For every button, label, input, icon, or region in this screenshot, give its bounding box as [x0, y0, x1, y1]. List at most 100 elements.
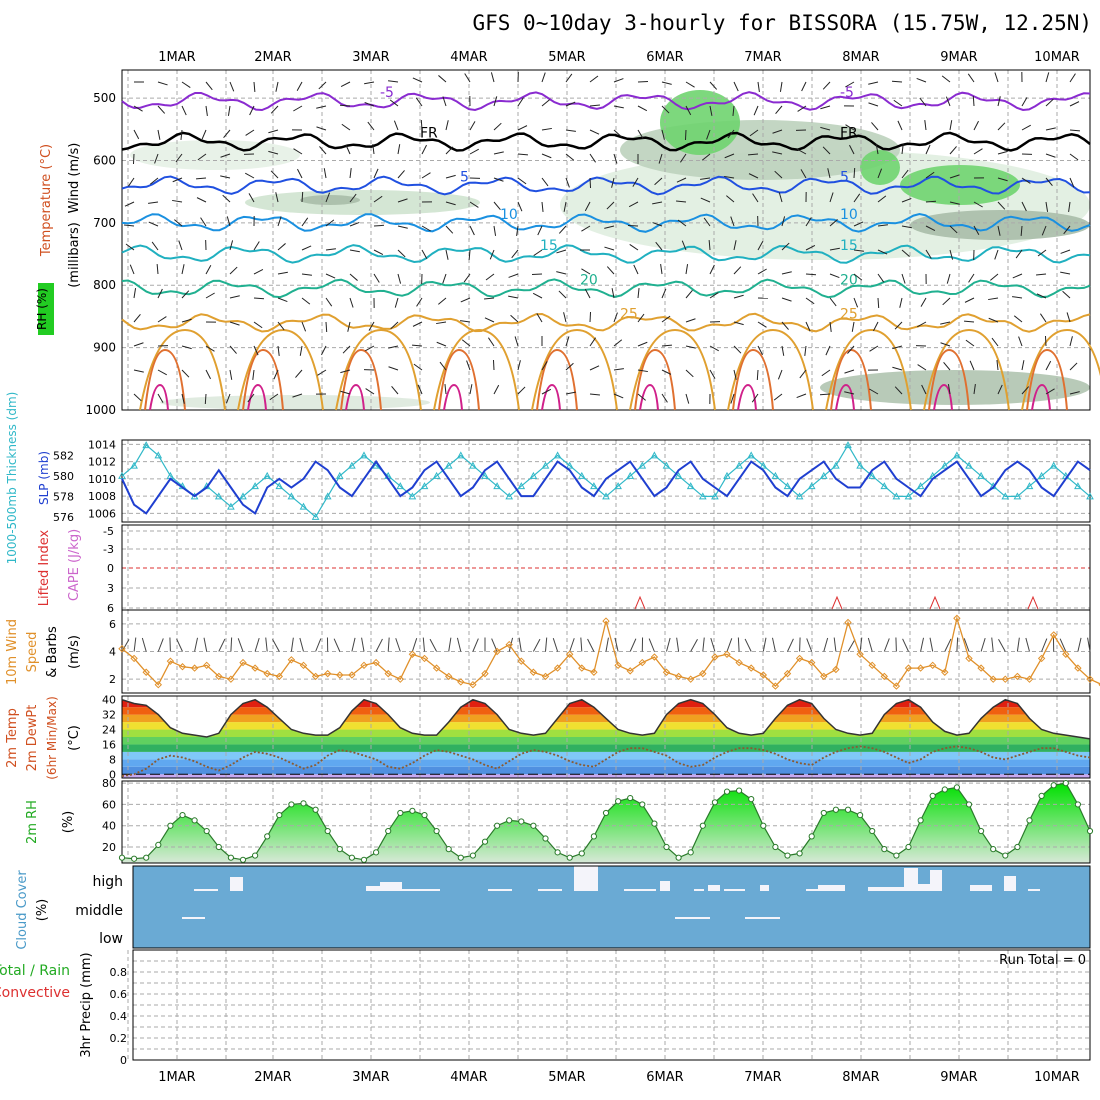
wind-barb [197, 153, 207, 161]
temp-tick-label: 24 [102, 724, 116, 737]
wind-barb [589, 153, 597, 163]
wind-barb [654, 177, 663, 186]
thickness-point [904, 492, 913, 500]
wind-barb [391, 386, 399, 395]
wind-barb [627, 224, 639, 227]
rh-point [1074, 801, 1082, 808]
wind-barb [589, 177, 592, 189]
wind-barb [293, 105, 303, 112]
wind-barb [757, 81, 760, 92]
wind-barb-10m [648, 638, 655, 652]
wind-barb [297, 168, 303, 179]
rh-point [179, 811, 186, 819]
rh-point [1002, 852, 1009, 859]
isotherm-hottest-loop [247, 383, 267, 411]
wind-barb [589, 75, 599, 83]
wind-barb [373, 168, 379, 179]
isotherm-label: 20 [840, 272, 858, 288]
rh-point [360, 856, 368, 863]
wind-barb [629, 243, 639, 251]
wind-barb [661, 393, 668, 403]
wind-barb [589, 104, 600, 107]
run-total-label: Run Total = 0 [999, 953, 1086, 968]
wind-barb [556, 271, 567, 275]
wind-speed-point [202, 661, 211, 670]
wind-barb [724, 153, 735, 159]
wind-speed-point [1013, 672, 1022, 681]
wind-speed-point [844, 618, 852, 627]
wind-barb [637, 105, 648, 112]
wind-barb [222, 194, 231, 203]
panel-10m-wind: 2 4 6 10m Wind Speed & Barbs (m/s) [5, 609, 1100, 694]
wind-barb [611, 177, 615, 188]
isotherm-line [121, 244, 1091, 264]
wind-barb [340, 369, 351, 374]
wind-barb [364, 81, 375, 85]
rh-point [433, 827, 440, 835]
wind-barb [925, 171, 935, 179]
wind-barb [877, 168, 883, 179]
wind-barb [724, 175, 735, 179]
wind-barb [901, 225, 912, 229]
wind-barb [963, 320, 975, 323]
isotherm-line [121, 212, 1091, 233]
precip-tick-label: 0 [120, 1054, 127, 1067]
li-tick-label: -3 [103, 543, 114, 556]
wind-barb [661, 315, 671, 323]
isotherm-hot-loop [242, 348, 284, 411]
temperature-axis-label: Temperature (°C) [39, 144, 54, 257]
rh-point [929, 792, 936, 800]
wind-barb [677, 219, 687, 227]
temp-tick-label: 16 [102, 738, 116, 751]
rh-point [1014, 843, 1021, 851]
wind-barb [733, 294, 744, 299]
wind-speed-point [953, 614, 961, 623]
wind-speed-point [674, 672, 683, 681]
wind-speed-point [1025, 675, 1034, 683]
wind-barb [637, 369, 648, 373]
wind-speed-point [807, 658, 816, 667]
wind-barb [420, 119, 423, 131]
cloud-high-bar [970, 885, 992, 891]
wind-barb [253, 81, 256, 93]
wind-barb-10m [920, 637, 924, 652]
wind-barb [949, 146, 957, 155]
wind-barb [181, 369, 190, 378]
thickness-point [118, 471, 126, 479]
wind-barb [1021, 177, 1031, 184]
wind-barb [990, 273, 999, 281]
wind-barb-10m [744, 638, 752, 652]
wind-barb [661, 344, 673, 347]
thickness-point [965, 461, 973, 469]
wind-barb [301, 191, 304, 203]
wind-barb [779, 81, 783, 92]
wind-barb [894, 386, 903, 395]
li-tick-label: -5 [103, 525, 114, 538]
wind-barb [628, 201, 639, 208]
isotherm-warm-loop [923, 328, 1010, 411]
temp-line [121, 698, 1091, 740]
rh-point [857, 811, 864, 819]
wind-barb [825, 345, 831, 356]
wind-barb [994, 72, 999, 83]
wind-barb [227, 105, 231, 116]
wind-speed-point [263, 669, 271, 678]
wind-barb [412, 321, 423, 327]
precip-convective-label: Convective [0, 985, 70, 1001]
wind-barb-10m [883, 638, 890, 652]
wind-barb [277, 243, 286, 251]
wind-barb [489, 249, 495, 260]
wind-barb [484, 297, 495, 300]
wind-barb-10m [726, 638, 733, 652]
thickness-point [759, 461, 768, 469]
isotherm-line [121, 91, 1091, 112]
isotherm-warm-loop [825, 328, 912, 411]
thickness-point [614, 482, 622, 490]
wind-barb [421, 225, 431, 232]
wind-barb [299, 345, 303, 356]
wind-barb [180, 129, 183, 140]
rh-point [385, 827, 392, 835]
wind-barb [853, 193, 861, 203]
wind-barb [797, 105, 807, 112]
wind-barb [469, 201, 479, 208]
